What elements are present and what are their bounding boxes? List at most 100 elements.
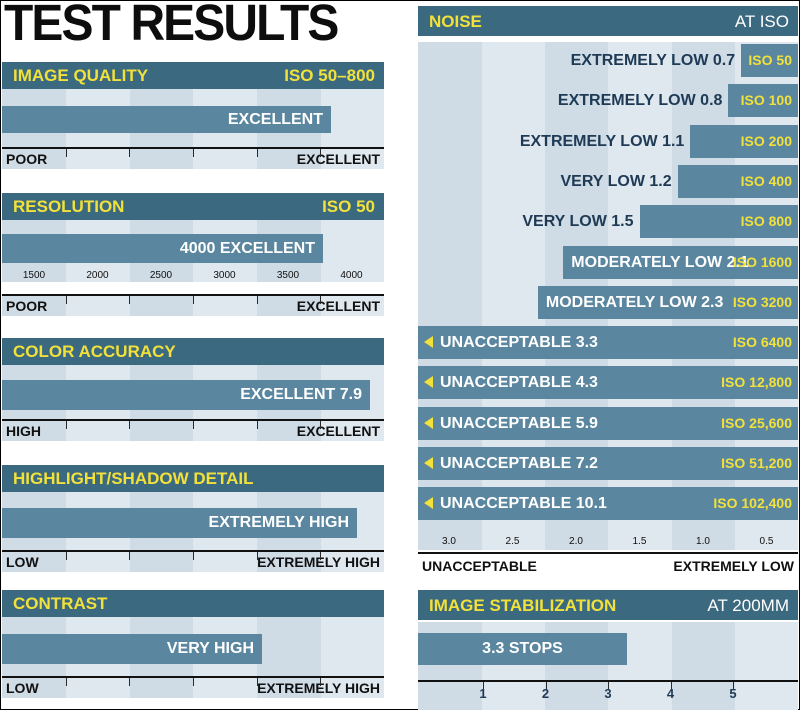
noise-title: NOISE xyxy=(429,12,482,31)
tick-mark xyxy=(65,678,67,686)
noise-bar xyxy=(418,326,798,360)
background-band xyxy=(320,220,385,282)
noise-bar-label: EXTREMELY LOW 0.8 xyxy=(557,92,723,110)
noise-row: UNACCEPTABLE 4.3 ISO 12,800 xyxy=(418,364,798,402)
off-scale-arrow-icon xyxy=(424,416,433,429)
color-accuracy-scale-high: EXCELLENT xyxy=(296,423,380,439)
stabilization-focal: AT 200MM xyxy=(707,596,789,615)
noise-bar-label: VERY LOW 1.2 xyxy=(560,172,672,190)
highlight-shadow-bar-label: EXTREMELY HIGH xyxy=(208,514,349,531)
tick-mark xyxy=(193,421,194,429)
resolution-title: RESOLUTION xyxy=(13,197,125,216)
stabilization-tick-label: 4 xyxy=(666,686,675,701)
color-accuracy-header: COLOR ACCURACY xyxy=(2,338,384,365)
stabilization-tick-label: 2 xyxy=(541,686,550,701)
background-band xyxy=(256,296,321,316)
background-band xyxy=(193,678,258,698)
background-band xyxy=(320,89,385,147)
off-scale-arrow-icon xyxy=(424,376,433,389)
image-quality-title: IMAGE QUALITY xyxy=(13,66,149,85)
noise-iso-label: ISO 3200 xyxy=(732,293,792,310)
background-band xyxy=(734,622,799,680)
background-band xyxy=(544,682,609,710)
image-quality-rule xyxy=(2,147,384,149)
background-band xyxy=(256,678,321,698)
background-band xyxy=(2,149,67,169)
color-accuracy-title: COLOR ACCURACY xyxy=(13,342,176,361)
highlight-shadow-scale: LOW EXTREMELY HIGH xyxy=(2,552,385,572)
noise-iso-label: ISO 1600 xyxy=(732,253,792,270)
stabilization-tick-label: 5 xyxy=(729,686,737,701)
noise-bar-label: UNACCEPTABLE 3.3 xyxy=(440,334,598,352)
highlight-shadow-rule xyxy=(2,550,384,552)
background-band xyxy=(481,530,546,550)
noise-at-iso: AT ISO xyxy=(734,12,789,31)
highlight-shadow-header: HIGHLIGHT/SHADOW DETAIL xyxy=(2,465,384,492)
stabilization-bar: 3.3 STOPS xyxy=(418,633,627,665)
background-band xyxy=(129,149,194,169)
noise-bar xyxy=(690,124,798,158)
noise-rule xyxy=(418,552,798,554)
noise-bar-label: MODERATELY LOW 2.3 xyxy=(545,293,724,311)
noise-iso-label: ISO 200 xyxy=(740,132,792,149)
resolution-header: RESOLUTION ISO 50 xyxy=(2,193,384,220)
background-band xyxy=(320,678,385,698)
tick-mark xyxy=(256,421,258,429)
noise-iso-label: ISO 800 xyxy=(740,213,792,230)
background-band xyxy=(65,296,130,316)
noise-bar-label: UNACCEPTABLE 7.2 xyxy=(440,455,598,472)
image-quality-iso: ISO 50–800 xyxy=(284,66,375,85)
stabilization-tick-mark xyxy=(545,682,547,690)
contrast-header: CONTRAST xyxy=(2,590,384,617)
background-band xyxy=(65,552,130,572)
resolution-scale-high: EXCELLENT xyxy=(296,298,380,314)
noise-iso-label: ISO 25,600 xyxy=(721,414,792,431)
contrast-rule xyxy=(2,676,384,678)
resolution-tick-label: 2000 xyxy=(86,270,109,281)
noise-iso-label: ISO 6400 xyxy=(732,334,792,351)
tick-mark xyxy=(129,149,131,157)
highlight-shadow-scale-high: EXTREMELY HIGH xyxy=(257,554,380,570)
noise-bar-label: MODERATELY LOW 2.1 xyxy=(571,253,749,271)
tick-mark xyxy=(256,296,258,304)
image-quality-scale-high: EXCELLENT xyxy=(296,151,380,167)
tick-mark xyxy=(65,421,67,429)
background-band xyxy=(608,682,672,710)
background-band xyxy=(671,622,736,680)
highlight-shadow-title: HIGHLIGHT/SHADOW DETAIL xyxy=(13,469,254,488)
background-band xyxy=(734,682,799,710)
background-band xyxy=(2,678,67,698)
background-band xyxy=(320,421,385,441)
background-band xyxy=(193,149,258,169)
tick-mark xyxy=(256,678,258,686)
image-quality-panel: EXCELLENT xyxy=(2,89,385,147)
noise-bar-label: UNACCEPTABLE 5.9 xyxy=(440,414,598,432)
tick-mark xyxy=(129,421,131,429)
resolution-tick-label: 3500 xyxy=(276,270,300,281)
noise-tick-label: 1.0 xyxy=(696,536,710,547)
tick-mark xyxy=(256,552,258,560)
noise-scale-high: EXTREMELY LOW xyxy=(673,558,794,574)
contrast-scale: LOW EXTREMELY HIGH xyxy=(2,678,385,698)
stabilization-header: IMAGE STABILIZATION AT 200MM xyxy=(418,590,798,620)
resolution-ticks: 1500 2000 2500 3000 3500 4000 xyxy=(2,266,384,282)
resolution-tick-label: 2500 xyxy=(149,270,173,281)
resolution-iso: ISO 50 xyxy=(322,197,375,216)
background-band xyxy=(256,149,321,169)
tick-mark xyxy=(193,296,194,304)
noise-tick-label: 2.0 xyxy=(569,536,583,547)
noise-bar-label: UNACCEPTABLE 4.3 xyxy=(440,374,598,392)
noise-bar xyxy=(537,285,798,319)
background-band xyxy=(65,421,130,441)
contrast-panel: VERY HIGH xyxy=(2,617,385,676)
noise-bar xyxy=(639,205,798,239)
background-band xyxy=(193,552,258,572)
background-band xyxy=(256,421,321,441)
tick-mark xyxy=(65,149,67,157)
background-band xyxy=(418,682,482,710)
noise-bar-label: EXTREMELY LOW 0.7 xyxy=(570,52,736,69)
color-accuracy-bar: EXCELLENT 7.9 xyxy=(2,380,370,410)
noise-row: EXTREMELY LOW 1.1 ISO 200 xyxy=(418,123,798,161)
highlight-shadow-scale-low: LOW xyxy=(6,554,39,570)
background-band xyxy=(418,530,482,550)
